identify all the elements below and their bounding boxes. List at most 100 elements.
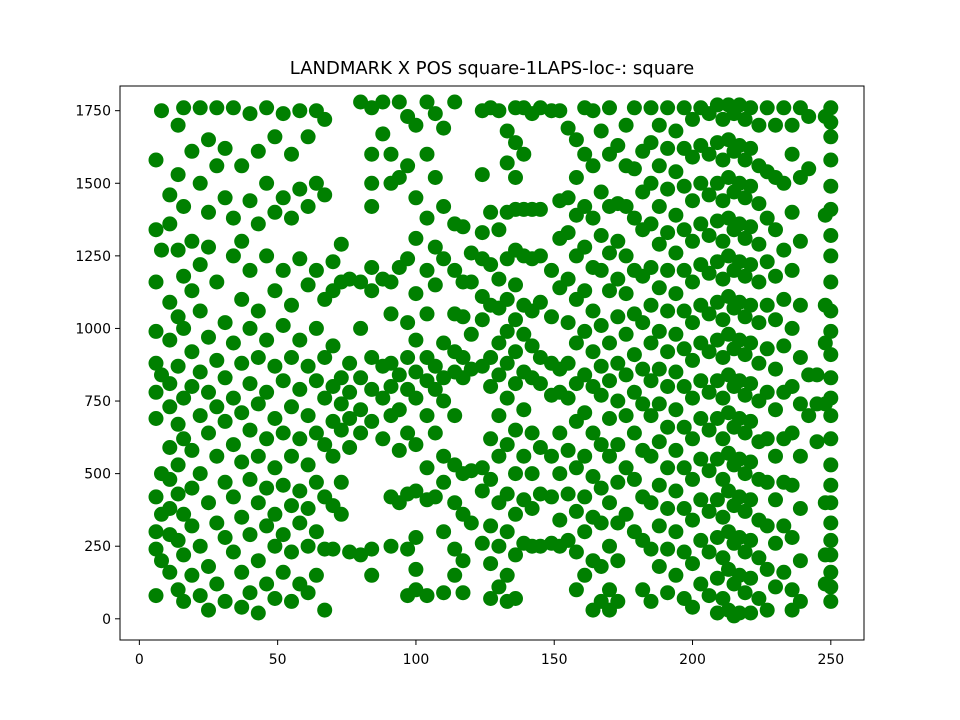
data-point [585,425,601,441]
data-point [544,262,559,278]
data-point [275,106,291,122]
data-point [234,599,250,615]
data-point [353,402,369,418]
data-point [148,411,164,426]
y-tick-label: 500 [84,467,111,483]
data-point [455,219,471,235]
data-point [701,228,717,243]
data-points [148,94,839,624]
data-point [317,350,333,365]
data-point [474,483,490,499]
data-point [419,210,435,226]
data-point [383,146,399,162]
data-point [391,442,407,458]
data-point [148,588,164,604]
data-point [759,297,775,313]
data-point [508,422,523,438]
data-point [508,312,523,328]
data-point [635,361,651,377]
y-tick-label: 1250 [75,249,111,265]
data-point [408,364,424,380]
data-point [375,94,391,110]
data-point [419,306,435,322]
data-point [759,518,775,534]
data-point [259,384,275,400]
data-point [751,591,767,606]
data-point [593,559,609,574]
data-point [651,158,667,174]
data-point [593,318,609,333]
data-point [267,538,283,554]
data-point [643,175,659,191]
data-point [391,94,407,110]
data-point [668,164,684,180]
data-point [242,471,258,487]
data-point [162,294,178,310]
data-point [300,538,316,554]
data-point [499,524,515,540]
data-point [823,178,839,194]
data-point [284,593,299,609]
data-point [709,492,725,508]
data-point [234,564,250,580]
data-point [234,405,250,421]
data-point [593,228,609,243]
data-point [162,564,178,580]
data-point [333,422,349,438]
data-point [308,262,324,278]
data-point [234,158,250,174]
data-point [508,277,523,293]
data-point [651,117,667,133]
data-point [784,582,800,598]
data-point [455,309,471,325]
data-point [676,544,692,560]
data-point [176,431,192,447]
data-point [250,448,266,464]
data-point [593,515,609,531]
data-point [491,579,507,595]
data-point [267,591,283,606]
data-point [709,175,725,191]
data-point [823,100,839,116]
data-point [201,132,216,148]
data-point [701,588,717,604]
data-point [823,547,839,563]
data-point [259,332,275,348]
data-point [455,553,471,569]
data-point [250,216,266,232]
data-point [721,210,736,226]
data-point [524,338,540,354]
data-point [217,593,233,609]
data-point [436,393,452,409]
data-point [408,190,424,206]
data-point [308,425,324,441]
data-point [784,320,800,336]
data-point [209,515,225,531]
data-point [154,242,169,258]
data-point [342,440,358,455]
data-point [701,422,717,438]
data-point [701,544,717,560]
data-point [148,323,164,339]
data-point [660,501,676,516]
data-point [610,474,626,490]
data-point [447,541,463,557]
data-point [743,178,759,194]
data-point [176,390,192,406]
data-point [602,245,617,261]
data-point [275,425,291,441]
data-point [721,367,736,383]
data-point [383,306,399,322]
data-point [715,591,731,606]
data-point [201,329,216,345]
data-point [709,332,725,348]
data-point [284,210,299,226]
data-point [483,591,499,606]
data-point [618,326,634,342]
data-point [792,297,808,313]
data-point [170,582,186,598]
data-point [225,544,241,560]
data-point [602,538,617,554]
data-point [300,199,316,214]
data-point [474,167,490,183]
